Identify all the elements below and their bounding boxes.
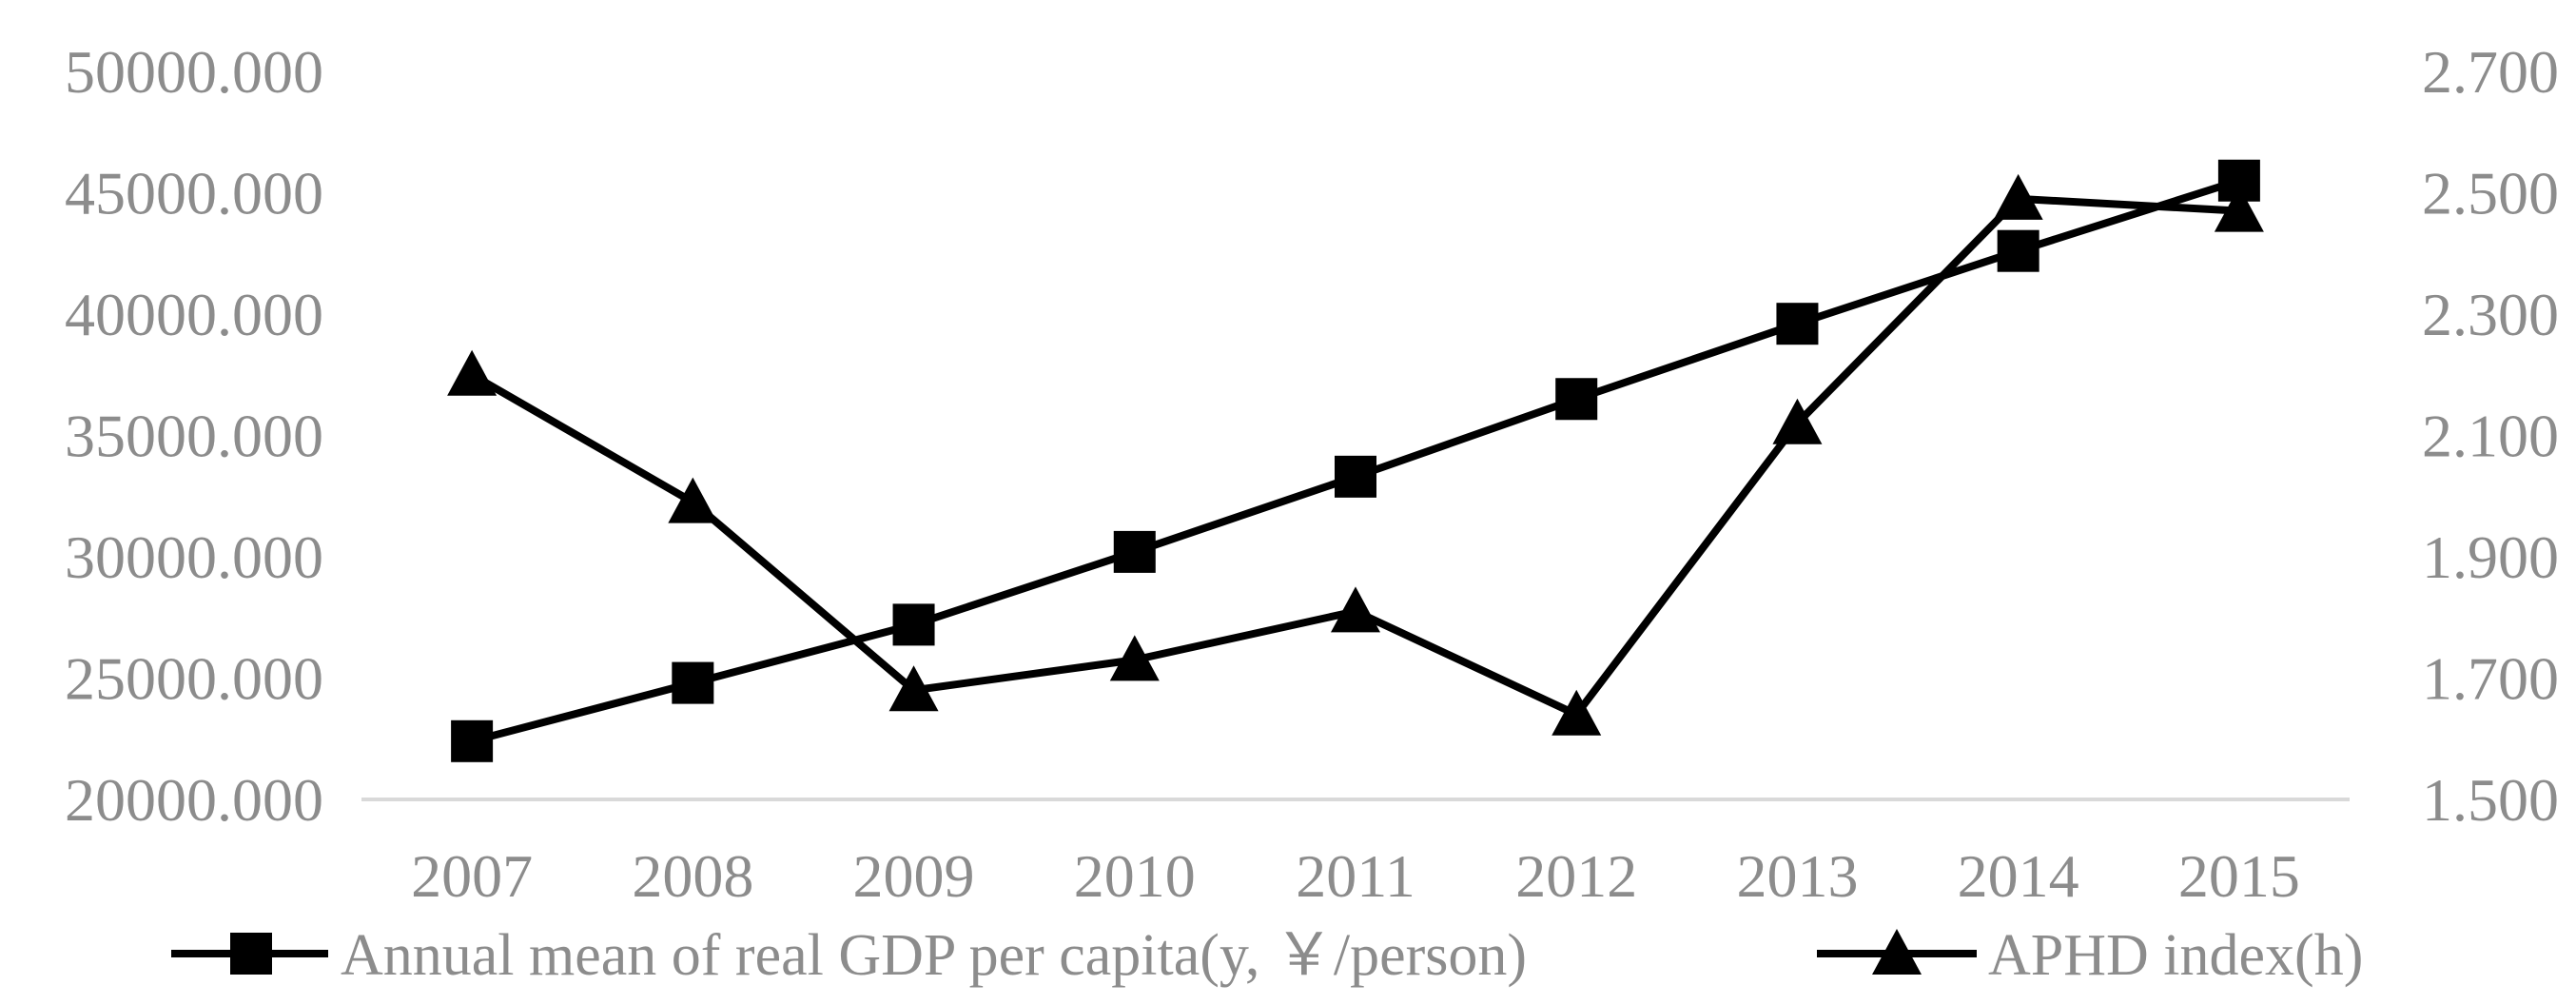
aphd-point-2008: [668, 477, 718, 523]
legend-item-aphd: APHD index(h): [1817, 923, 2363, 988]
right-tick-label: 2.100: [2422, 403, 2559, 470]
left-tick-label: 20000.000: [65, 766, 323, 834]
aphd-point-2010: [1109, 635, 1160, 681]
x-axis-ticks: 2007 2008 2009 2010 2011 2012 2013 2014 2015: [411, 842, 2300, 910]
aphd-point-2012: [1551, 689, 1602, 736]
gdp-point-2008: [672, 661, 714, 704]
aphd-point-2007: [447, 349, 498, 396]
gdp-point-2011: [1335, 455, 1376, 498]
aphd-point-2009: [888, 665, 939, 712]
left-tick-label: 45000.000: [65, 160, 323, 227]
right-tick-label: 1.500: [2422, 766, 2559, 834]
gdp-point-2007: [451, 719, 494, 762]
gdp-point-2013: [1776, 303, 1819, 345]
x-tick-label: 2010: [1074, 842, 1196, 910]
series-layer: [447, 159, 2264, 762]
legend-item-gdp: Annual mean of real GDP per capita(y, ￥/…: [171, 923, 1527, 988]
x-tick-label: 2013: [1736, 842, 1858, 910]
left-tick-label: 30000.000: [65, 523, 323, 591]
left-tick-label: 25000.000: [65, 645, 323, 713]
aphd-point-2015: [2214, 186, 2264, 232]
aphd-point-2013: [1772, 398, 1823, 444]
legend-label-gdp: Annual mean of real GDP per capita(y, ￥/…: [341, 923, 1527, 988]
aphd-point-2014: [1993, 173, 2043, 220]
right-tick-label: 2.700: [2422, 38, 2559, 106]
right-tick-label: 2.500: [2422, 160, 2559, 227]
right-tick-label: 1.700: [2422, 645, 2559, 713]
legend-square-marker: [230, 933, 272, 975]
aphd-point-2011: [1331, 586, 1380, 633]
gdp-point-2014: [1997, 229, 2039, 272]
left-tick-label: 40000.000: [65, 281, 323, 348]
legend: Annual mean of real GDP per capita(y, ￥/…: [171, 923, 2363, 988]
x-tick-label: 2007: [411, 842, 533, 910]
gdp-point-2010: [1113, 530, 1156, 573]
x-tick-label: 2008: [632, 842, 753, 910]
x-tick-label: 2009: [853, 842, 975, 910]
gdp-point-2012: [1555, 378, 1598, 421]
legend-triangle-marker: [1872, 929, 1922, 975]
x-tick-label: 2015: [2178, 842, 2300, 910]
right-tick-label: 2.300: [2422, 281, 2559, 348]
left-tick-label: 50000.000: [65, 38, 323, 106]
left-tick-label: 35000.000: [65, 403, 323, 470]
right-tick-label: 1.900: [2422, 523, 2559, 591]
x-tick-label: 2012: [1515, 842, 1637, 910]
x-tick-label: 2014: [1958, 842, 2079, 910]
right-axis-ticks: 1.500 1.700 1.900 2.100 2.300 2.500 2.700: [2422, 38, 2559, 834]
legend-label-aphd: APHD index(h): [1988, 923, 2363, 988]
left-axis-ticks: 20000.000 25000.000 30000.000 35000.000 4000…: [65, 38, 323, 834]
x-tick-label: 2011: [1296, 842, 1415, 910]
gdp-point-2009: [892, 603, 935, 646]
